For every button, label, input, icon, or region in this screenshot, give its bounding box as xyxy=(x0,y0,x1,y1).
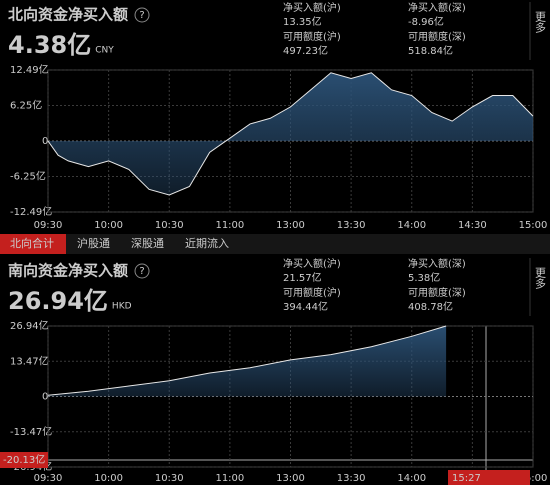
help-icon-mark: ? xyxy=(139,10,144,21)
x-tick-label: 14:30 xyxy=(458,220,487,231)
x-tick-label: 15:00 xyxy=(519,473,548,484)
panel-title: 南向资金净买入额 xyxy=(8,262,128,280)
line xyxy=(47,72,534,196)
currency: HKD xyxy=(112,302,132,312)
x-tick-label: 13:30 xyxy=(337,473,366,484)
x-tick-label: 14:00 xyxy=(397,473,426,484)
help-icon-mark: ? xyxy=(139,266,144,277)
x-tick-label: 14:00 xyxy=(397,220,426,231)
crosshair-value: -20.13亿 xyxy=(3,453,45,466)
stat-value: 5.38亿 xyxy=(408,271,440,284)
stat-value: 518.84亿 xyxy=(408,44,453,57)
x-tick-label: 13:30 xyxy=(337,220,366,231)
tab-label[interactable]: 近期流入 xyxy=(185,236,229,250)
stat-value: 21.57亿 xyxy=(283,271,322,284)
tab-label[interactable]: 深股通 xyxy=(131,237,164,250)
y-tick-label: -6.25亿 xyxy=(10,170,46,183)
stat-label: 可用额度(沪) xyxy=(283,30,341,43)
stat-label: 可用额度(深) xyxy=(408,286,466,299)
x-tick-label: 10:00 xyxy=(94,220,123,231)
stat-value: 497.23亿 xyxy=(283,44,328,57)
area-fill xyxy=(48,326,447,397)
line xyxy=(47,325,447,396)
x-tick-label: 10:00 xyxy=(94,473,123,484)
stat-value: 408.78亿 xyxy=(408,300,453,313)
stat-value: 394.44亿 xyxy=(283,300,328,313)
y-tick-label: 0 xyxy=(42,392,48,403)
stat-label: 净买入额(沪) xyxy=(283,1,341,14)
tab-bar xyxy=(0,234,550,254)
y-tick-label: 6.25亿 xyxy=(10,98,42,111)
tab-label[interactable]: 沪股通 xyxy=(77,236,110,250)
help-icon[interactable] xyxy=(134,7,150,23)
y-tick-label: 26.94亿 xyxy=(10,319,49,332)
currency: CNY xyxy=(95,46,114,56)
area-fill xyxy=(48,72,533,196)
stat-label: 可用额度(深) xyxy=(408,30,466,43)
help-icon[interactable] xyxy=(134,263,150,279)
x-tick-label: 11:00 xyxy=(215,473,244,484)
active-tab[interactable] xyxy=(0,234,66,254)
y-tick-label: -13.47亿 xyxy=(10,425,52,438)
stat-label: 净买入额(深) xyxy=(408,1,466,14)
net-amount: 4.38亿 xyxy=(8,31,91,59)
panel-title: 北向资金净买入额 xyxy=(8,6,128,24)
more-button[interactable]: 更多 xyxy=(534,267,547,290)
stat-label: 净买入额(深) xyxy=(408,257,466,270)
crosshair-time: 15:27 xyxy=(452,473,481,484)
stat-value: 13.35亿 xyxy=(283,15,322,28)
tab-label[interactable]: 北向合计 xyxy=(10,236,54,250)
net-amount: 26.94亿 xyxy=(8,287,108,315)
crosshair-value-box xyxy=(0,452,48,468)
crosshair-time-box xyxy=(448,470,530,485)
x-tick-label: 10:30 xyxy=(155,473,184,484)
y-tick-label: -12.49亿 xyxy=(10,205,52,218)
x-tick-label: 10:30 xyxy=(155,220,184,231)
x-tick-label: 09:30 xyxy=(34,220,63,231)
x-tick-label: 13:00 xyxy=(276,220,305,231)
more-button[interactable]: 更多 xyxy=(534,11,547,34)
x-tick-label: 13:00 xyxy=(276,473,305,484)
x-tick-label: 11:00 xyxy=(215,220,244,231)
y-tick-label: 0 xyxy=(42,136,48,147)
y-tick-label: 12.49亿 xyxy=(10,63,49,76)
stat-value: -8.96亿 xyxy=(408,15,444,28)
stat-label: 净买入额(沪) xyxy=(283,257,341,270)
y-tick-label: 13.47亿 xyxy=(10,354,49,367)
x-tick-label: 15:00 xyxy=(519,220,548,231)
stat-label: 可用额度(沪) xyxy=(283,286,341,299)
x-tick-label: 09:30 xyxy=(34,473,63,484)
